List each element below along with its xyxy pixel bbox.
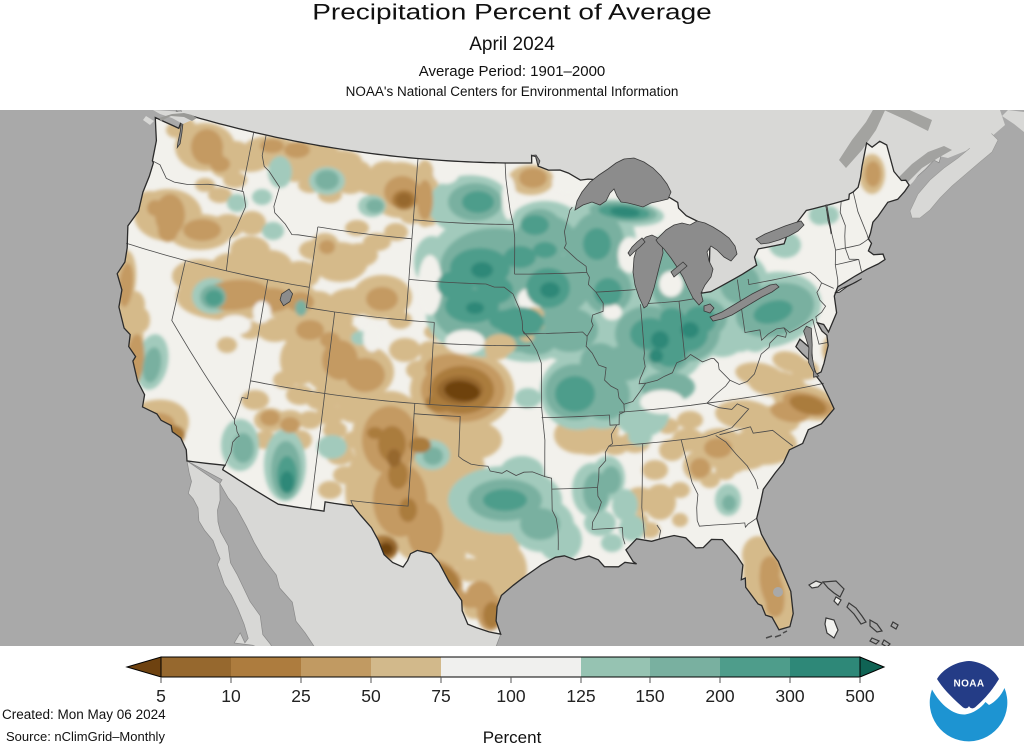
svg-text:NOAA: NOAA: [953, 679, 984, 690]
